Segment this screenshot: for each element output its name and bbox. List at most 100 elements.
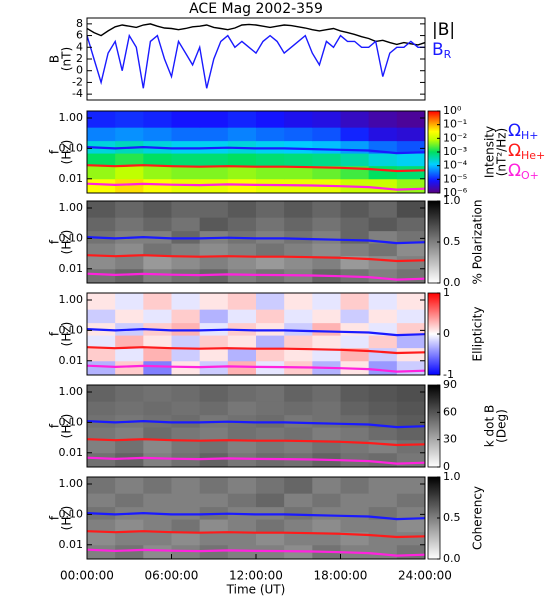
heatmap-cell — [199, 347, 229, 362]
heatmap-cell — [227, 111, 257, 128]
heatmap-cell — [256, 217, 285, 232]
y-axis-label: (Hz) — [60, 414, 74, 439]
y-axis-label: f — [48, 515, 62, 520]
heatmap-cell — [396, 519, 425, 533]
heatmap-cell — [284, 493, 313, 508]
heatmap-cell — [199, 309, 229, 324]
heatmap-cell — [199, 439, 229, 454]
heatmap-cell — [284, 414, 313, 428]
plot-frame — [86, 200, 426, 284]
y-tick-label: 1.00 — [59, 201, 84, 214]
heatmap-cell — [87, 127, 116, 142]
heatmap-cell — [199, 268, 229, 283]
y-tick-label: 0.10 — [59, 507, 84, 520]
colorbar-tick-label: 0.5 — [443, 511, 461, 524]
gyrofrequency-line — [87, 419, 425, 429]
heatmap-cell — [396, 153, 425, 167]
heatmap-cell — [143, 385, 172, 402]
heatmap-cell — [284, 230, 313, 244]
heatmap-cell — [143, 360, 172, 375]
heatmap-cell — [368, 243, 398, 257]
heatmap-cell — [340, 230, 370, 244]
heatmap-cell — [171, 309, 201, 324]
heatmap-cell — [312, 309, 341, 324]
heatmap-cell — [227, 178, 257, 193]
heatmap-cell — [312, 531, 341, 546]
heatmap-cell — [340, 293, 370, 310]
heatmap-cell — [171, 385, 201, 402]
heatmap-cell — [87, 201, 116, 218]
heatmap-cell — [115, 201, 144, 218]
heatmap-cell — [143, 493, 172, 508]
heatmap-cell — [171, 140, 201, 154]
heatmap-cell — [143, 165, 172, 180]
heatmap-cell — [143, 293, 172, 310]
heatmap-cell — [143, 335, 172, 349]
heatmap-cell — [87, 178, 116, 193]
heatmap-cell — [368, 544, 398, 559]
heatmap-cell — [115, 178, 144, 193]
heatmap-cell — [171, 414, 201, 428]
y-tick-label: 0.01 — [59, 262, 84, 275]
heatmap-cell — [396, 531, 425, 546]
heatmap-cell — [368, 477, 398, 494]
heatmap-cell — [87, 519, 116, 533]
heatmap-cell — [143, 519, 172, 533]
heatmap-cell — [143, 477, 172, 494]
heatmap-cell — [115, 293, 144, 310]
heatmap-cell — [256, 385, 285, 402]
heatmap-cell — [199, 544, 229, 559]
heatmap-cell — [312, 140, 341, 154]
heatmap-cell — [368, 309, 398, 324]
heatmap-cell — [227, 165, 257, 180]
heatmap-cell — [368, 201, 398, 218]
heatmap-cell — [340, 111, 370, 128]
y-tick-label: 1.00 — [59, 385, 84, 398]
heatmap-cell — [227, 452, 257, 467]
gyrofrequency-line — [87, 145, 425, 155]
heatmap-cell — [396, 401, 425, 416]
heatmap-cell — [171, 243, 201, 257]
gyrofrequency-line — [87, 346, 425, 355]
heatmap-cell — [256, 201, 285, 218]
heatmap-cell — [396, 347, 425, 362]
legend-name: |B| — [432, 20, 455, 40]
heatmap-cell — [199, 178, 229, 193]
heatmap-cell — [143, 439, 172, 454]
colorbar-tick-label: 60 — [443, 405, 457, 418]
colorbar-tick-label: 10⁰ — [443, 104, 462, 117]
heatmap-cell — [115, 477, 144, 494]
heatmap-cell — [368, 360, 398, 375]
heatmap-cell — [199, 427, 229, 441]
heatmap-cell — [396, 427, 425, 441]
colorbar-tick-label: 10⁻⁴ — [443, 159, 468, 172]
x-tick-label: 12:00:00 — [229, 569, 283, 583]
heatmap-cell — [87, 544, 116, 559]
heatmap-cell — [199, 165, 229, 180]
y-axis-label: B — [48, 55, 62, 63]
line — [87, 23, 425, 46]
heatmap-cell — [312, 427, 341, 441]
y-axis-label: f — [48, 239, 62, 244]
colorbar-label: Coherency — [471, 486, 485, 550]
heatmap-cell — [87, 452, 116, 467]
heatmap-cell — [87, 335, 116, 349]
colorbar-tick-label: -1 — [443, 368, 454, 381]
heatmap-cell — [87, 347, 116, 362]
legend-name: B — [432, 40, 444, 60]
heatmap-cell — [368, 165, 398, 180]
heatmap-cell — [340, 414, 370, 428]
heatmap-cell — [312, 153, 341, 167]
heatmap-cell — [87, 293, 116, 310]
heatmap-cell — [199, 360, 229, 375]
heatmap-cell — [396, 217, 425, 232]
heatmap-cell — [256, 230, 285, 244]
plot-frame — [86, 110, 426, 194]
heatmap-cell — [284, 427, 313, 441]
heatmap-cell — [256, 506, 285, 520]
heatmap-cell — [256, 243, 285, 257]
colorbar-tick-label: 10⁻¹ — [443, 118, 467, 131]
heatmap-cell — [312, 439, 341, 454]
heatmap-cell — [171, 493, 201, 508]
heatmap-cell — [284, 243, 313, 257]
